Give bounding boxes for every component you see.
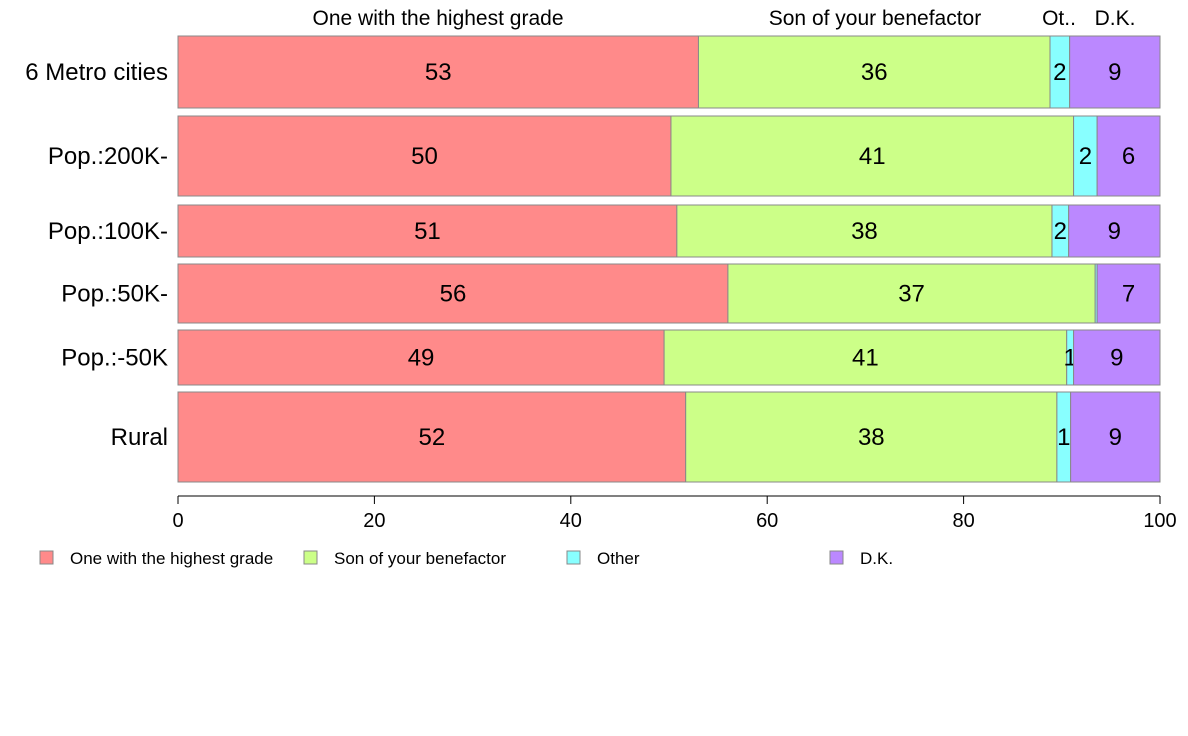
bar-segment [177, 35, 699, 109]
x-tick-label: 80 [952, 510, 974, 532]
bar-segment [177, 115, 672, 197]
bar-segment [177, 391, 687, 483]
bar-value-label: 41 [859, 143, 886, 170]
category-label: Pop.:-50K [61, 345, 168, 372]
legend-label: One with the highest grade [70, 549, 273, 568]
bar-segment [727, 263, 1096, 324]
legend: One with the highest grade Son of your be… [39, 549, 893, 568]
top-labels: One with the highest grade Son of your be… [313, 7, 1136, 30]
bar-value-label: 2 [1054, 218, 1067, 245]
top-label: Ot.. [1042, 7, 1076, 30]
legend-label: D.K. [860, 549, 893, 568]
legend-label: Son of your benefactor [334, 549, 506, 568]
bar-segment [1096, 115, 1161, 197]
bar-value-label: 9 [1110, 345, 1123, 372]
bar-segment [697, 35, 1051, 109]
bar-value-label: 53 [425, 59, 452, 86]
bar-value-label: 9 [1109, 424, 1122, 451]
bar-value-label: 2 [1053, 59, 1066, 86]
bar-value-label: 9 [1108, 218, 1121, 245]
bar-segment [685, 391, 1058, 483]
category-label: Pop.:200K- [48, 143, 168, 170]
top-label: Son of your benefactor [769, 7, 981, 30]
bar-value-label: 2 [1079, 143, 1092, 170]
bar-value-label: 50 [411, 143, 438, 170]
x-tick-label: 20 [363, 510, 385, 532]
x-tick-label: 40 [560, 510, 582, 532]
bar-value-label: 52 [418, 424, 445, 451]
legend-swatch [566, 550, 581, 565]
legend-label: Other [597, 549, 640, 568]
bar-segment [663, 329, 1068, 386]
bar-value-label: 1 [1057, 424, 1070, 451]
bar-segment [1070, 391, 1161, 483]
category-label: Pop.:100K- [48, 218, 168, 245]
category-label: 6 Metro cities [25, 59, 168, 86]
bar-value-label: 37 [898, 281, 925, 308]
top-label: One with the highest grade [313, 7, 564, 30]
bar-segment [1096, 263, 1161, 324]
bar-segment [177, 204, 678, 258]
bar-value-label: 49 [408, 345, 435, 372]
bar-segment [1069, 35, 1161, 109]
bar-value-label: 6 [1122, 143, 1135, 170]
x-tick-label: 60 [756, 510, 778, 532]
bar-value-label: 56 [440, 281, 467, 308]
bar-segment [177, 329, 665, 386]
top-label: D.K. [1095, 7, 1136, 30]
category-label: Pop.:50K- [61, 281, 168, 308]
bar-segment [670, 115, 1075, 197]
legend-swatch [829, 550, 844, 565]
category-label: Rural [111, 424, 168, 451]
x-axis: 0 20 40 60 80 100 [172, 495, 1177, 532]
bars: 53 36 2 950 41 2 651 38 2 956 37 749 41 1 952 38 1 9 [177, 35, 1161, 483]
bar-value-label: 36 [861, 59, 888, 86]
legend-swatch [303, 550, 318, 565]
bar-segment [1068, 204, 1161, 258]
bar-value-label: 38 [858, 424, 885, 451]
bar-value-label: 7 [1122, 281, 1135, 308]
bar-value-label: 41 [852, 345, 879, 372]
bar-segment [1073, 329, 1161, 386]
bar-segment [676, 204, 1053, 258]
bar-value-label: 9 [1108, 59, 1121, 86]
bar-value-label: 51 [414, 218, 441, 245]
legend-swatch [39, 550, 54, 565]
x-tick-label: 0 [172, 510, 183, 532]
bar-value-label: 38 [851, 218, 878, 245]
category-labels: 6 Metro cities Pop.:200K- Pop.:100K- Pop.:5… [25, 59, 168, 451]
bar-segment [177, 263, 729, 324]
x-tick-label: 100 [1143, 510, 1176, 532]
